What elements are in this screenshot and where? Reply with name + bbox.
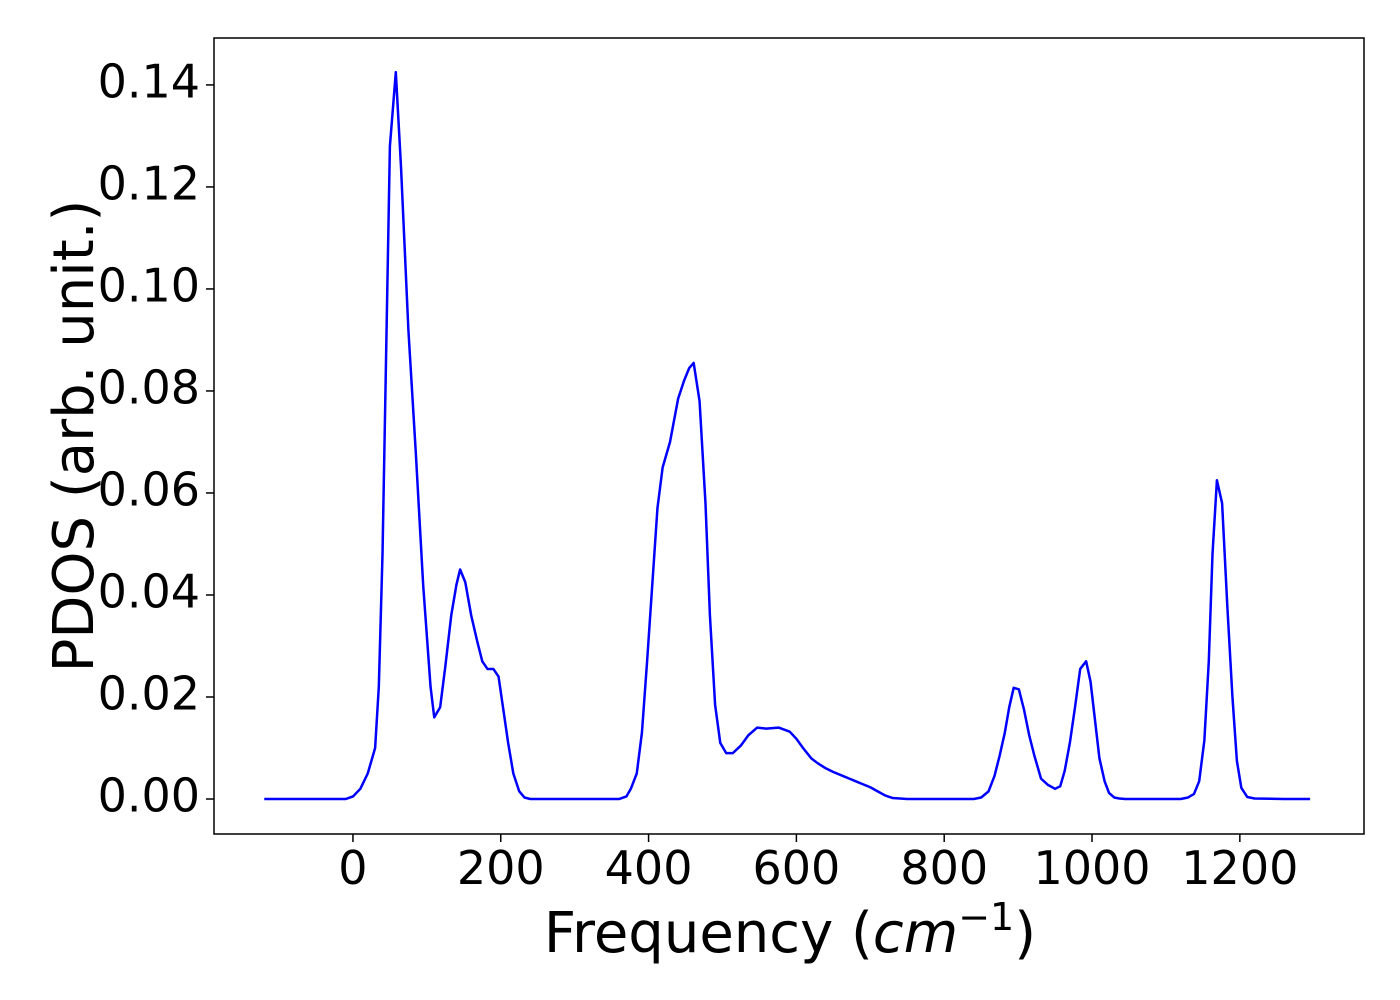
x-tick-label: 200: [457, 841, 545, 895]
y-tick-label: 0.14: [98, 54, 200, 108]
y-tick-label: 0.10: [98, 258, 200, 312]
y-axis-label: PDOS (arb. unit.): [42, 200, 107, 673]
x-label-unit: cm: [873, 901, 958, 966]
y-tick-label: 0.06: [98, 462, 200, 516]
data-line: [264, 70, 1311, 801]
x-tick-label: 1200: [1181, 841, 1298, 895]
x-label-close: ): [1014, 901, 1036, 966]
x-tick-label: 0: [338, 841, 367, 895]
y-tick-label: 0.12: [98, 156, 200, 210]
y-tick-label: 0.08: [98, 360, 200, 414]
x-tick-label: 600: [752, 841, 840, 895]
y-tick-label: 0.00: [98, 769, 200, 823]
y-tick-label: 0.02: [98, 666, 200, 720]
plot-frame: [213, 37, 1365, 835]
x-label-text: Frequency (: [544, 901, 873, 966]
x-label-exponent: −1: [958, 895, 1014, 939]
y-tick-label: 0.04: [98, 564, 200, 618]
x-tick-label: 1000: [1033, 841, 1150, 895]
x-tick-label: 800: [900, 841, 988, 895]
x-tick-label: 400: [605, 841, 693, 895]
x-axis-label: Frequency (cm−1): [544, 895, 1036, 966]
